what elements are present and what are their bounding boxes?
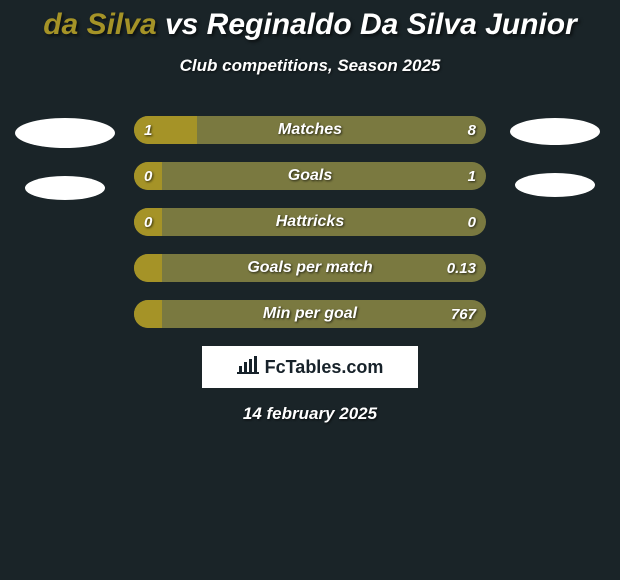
right-avatar-column: [500, 116, 610, 197]
brand-box: FcTables.com: [202, 346, 418, 388]
stat-label: Matches: [134, 116, 486, 144]
stat-bar: 1Matches8: [134, 116, 486, 144]
stat-bar: 0Hattricks0: [134, 208, 486, 236]
comparison-title: da Silva vs Reginaldo Da Silva Junior: [0, 0, 620, 42]
comparison-subtitle: Club competitions, Season 2025: [0, 56, 620, 76]
avatar-placeholder: [15, 118, 115, 148]
snapshot-date: 14 february 2025: [0, 404, 620, 424]
avatar-placeholder: [515, 173, 595, 197]
stat-right-value: 8: [468, 116, 476, 144]
title-player2: vs Reginaldo Da Silva Junior: [157, 8, 577, 41]
avatar-placeholder: [25, 176, 105, 200]
brand-text: FcTables.com: [265, 357, 384, 378]
left-avatar-column: [10, 116, 120, 200]
stat-label: Goals: [134, 162, 486, 190]
comparison-bars: 1Matches80Goals10Hattricks0Goals per mat…: [120, 116, 500, 328]
chart-icon: [237, 356, 259, 379]
stat-label: Goals per match: [134, 254, 486, 282]
stat-right-value: 767: [451, 300, 476, 328]
avatar-placeholder: [510, 118, 600, 145]
stat-right-value: 0.13: [447, 254, 476, 282]
comparison-content: 1Matches80Goals10Hattricks0Goals per mat…: [0, 116, 620, 328]
stat-bar: 0Goals1: [134, 162, 486, 190]
stat-right-value: 0: [468, 208, 476, 236]
stat-right-value: 1: [468, 162, 476, 190]
stat-label: Hattricks: [134, 208, 486, 236]
stat-bar: Min per goal767: [134, 300, 486, 328]
stat-label: Min per goal: [134, 300, 486, 328]
stat-bar: Goals per match0.13: [134, 254, 486, 282]
title-player1: da Silva: [43, 8, 156, 41]
